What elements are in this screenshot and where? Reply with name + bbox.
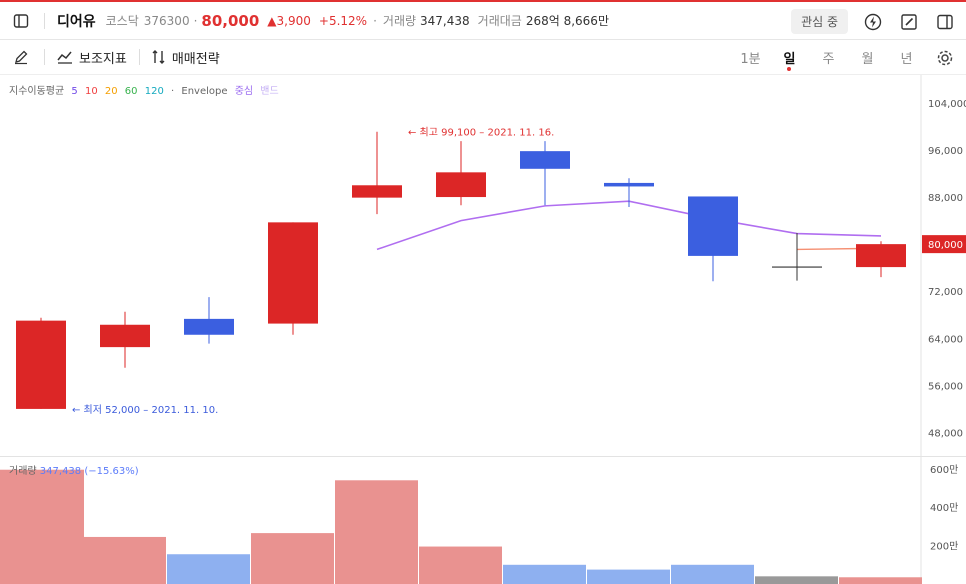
- volume-tick-label: 400만: [930, 502, 958, 514]
- candlestick-chart[interactable]: 104,000 96,000 88,000 80,000 72,000 64,000 56,…: [0, 75, 966, 584]
- volume-tick-label: 600만: [930, 464, 958, 476]
- candle-body: [268, 222, 318, 324]
- volume-bar: [419, 546, 502, 584]
- period-selector: 1분 일 주 월 년: [731, 40, 956, 75]
- indicator-legend: 지수이동평균 5 10 20 60 120 · Envelope 중심 밴드: [9, 82, 283, 97]
- indicators-button[interactable]: 보조지표: [57, 48, 127, 67]
- strategy-button[interactable]: 매매전략: [152, 48, 220, 67]
- candle-body: [436, 172, 486, 198]
- period-tab-day[interactable]: 일: [770, 48, 809, 71]
- watchlist-button[interactable]: 관심 중: [791, 9, 848, 34]
- candle-body: [352, 185, 402, 198]
- volume-value: 347,438: [420, 13, 470, 28]
- indicators-label: 보조지표: [79, 51, 127, 67]
- ma20-legend: 20: [104, 86, 118, 97]
- low-price-annotation: ← 최저 52,000 – 2021. 11. 10.: [72, 404, 218, 416]
- ma5-legend: 5: [71, 86, 78, 97]
- price-change: ▲3,900: [267, 13, 311, 28]
- ma10-legend: 10: [84, 86, 98, 97]
- divider: [44, 49, 45, 65]
- period-tab-month[interactable]: 월: [861, 52, 874, 67]
- volume-legend-change: (−15.63%): [84, 466, 139, 477]
- chart-toolbar: 보조지표 매매전략 1분 일 주 월 년: [0, 40, 966, 75]
- indicator-chart-icon: [57, 51, 72, 64]
- candle-body: [856, 244, 906, 268]
- volume-bar: [671, 564, 754, 584]
- divider: [44, 12, 45, 29]
- period-tab-minute[interactable]: 1분: [740, 52, 761, 67]
- candle-body: [604, 182, 654, 187]
- panel-icon[interactable]: [934, 11, 956, 33]
- price-change-pct: +5.12%: [318, 13, 368, 28]
- volume-bar: [83, 536, 166, 584]
- volume-bar: [0, 469, 84, 584]
- candle-body: [520, 151, 570, 169]
- price-tick-label: 72,000: [928, 287, 963, 298]
- gear-icon[interactable]: [934, 49, 956, 67]
- price-tick-label: 56,000: [928, 381, 963, 392]
- separator-dot: ·: [373, 13, 377, 28]
- sidebar-toggle-icon[interactable]: [10, 10, 32, 32]
- candle-body: [688, 196, 738, 256]
- envelope-center-legend: 중심: [234, 86, 254, 97]
- volume-tick-label: 200만: [930, 541, 958, 553]
- period-tab-week[interactable]: 주: [822, 52, 835, 67]
- volume-bar: [839, 577, 922, 584]
- price-tick-label: 64,000: [928, 334, 963, 345]
- strategy-label: 매매전략: [171, 51, 220, 67]
- volume-bar: [587, 569, 670, 584]
- price-tick-label: 104,000: [928, 99, 966, 110]
- volume-legend-label: 거래량: [9, 466, 37, 477]
- ma120-legend: 120: [144, 86, 164, 97]
- amount-value: 268억 8,666만: [525, 14, 609, 28]
- volume-bar: [167, 554, 250, 584]
- market-name: 코스닥: [105, 14, 139, 28]
- volume-bar: [251, 533, 334, 584]
- volume-legend-value: 347,438: [39, 466, 82, 477]
- ma-legend-label: 지수이동평균: [9, 86, 65, 97]
- high-price-annotation: ← 최고 99,100 – 2021. 11. 16.: [408, 127, 554, 139]
- stock-name: 디어유: [57, 13, 96, 30]
- period-tab-year[interactable]: 년: [900, 52, 913, 67]
- header-actions: 관심 중: [791, 9, 956, 34]
- last-price-label: 80,000: [928, 240, 963, 251]
- stock-code: 376300: [143, 13, 190, 28]
- last-price-tag: [922, 235, 966, 254]
- divider: [138, 49, 140, 65]
- envelope-band-legend: 밴드: [260, 86, 279, 97]
- candle-body: [100, 324, 150, 348]
- current-price: 80,000: [201, 11, 260, 30]
- candle-body: [184, 318, 234, 335]
- pen-icon[interactable]: [10, 46, 32, 68]
- volume-bar: [503, 564, 586, 584]
- price-tick-label: 48,000: [928, 428, 963, 439]
- volume-label: 거래량: [382, 14, 417, 28]
- candle-body: [16, 320, 66, 409]
- envelope-legend: Envelope: [181, 86, 228, 97]
- ma60-legend: 60: [124, 86, 138, 97]
- amount-label: 거래대금: [477, 14, 522, 28]
- envelope-center-line: [376, 200, 882, 251]
- strategy-sort-icon: [152, 50, 165, 64]
- price-tick-label: 96,000: [928, 146, 963, 157]
- lightning-icon[interactable]: [862, 11, 884, 33]
- volume-bar: [335, 480, 418, 584]
- volume-bar: [755, 576, 838, 584]
- separator-dot: ·: [193, 13, 198, 28]
- legend-dot: ·: [171, 86, 175, 97]
- price-tick-label: 88,000: [928, 193, 963, 204]
- stock-header: 디어유 코스닥 376300 · 80,000 ▲3,900 +5.12% · …: [0, 0, 966, 40]
- edit-icon[interactable]: [898, 11, 920, 33]
- volume-legend: 거래량 347,438 (−15.63%): [9, 462, 139, 477]
